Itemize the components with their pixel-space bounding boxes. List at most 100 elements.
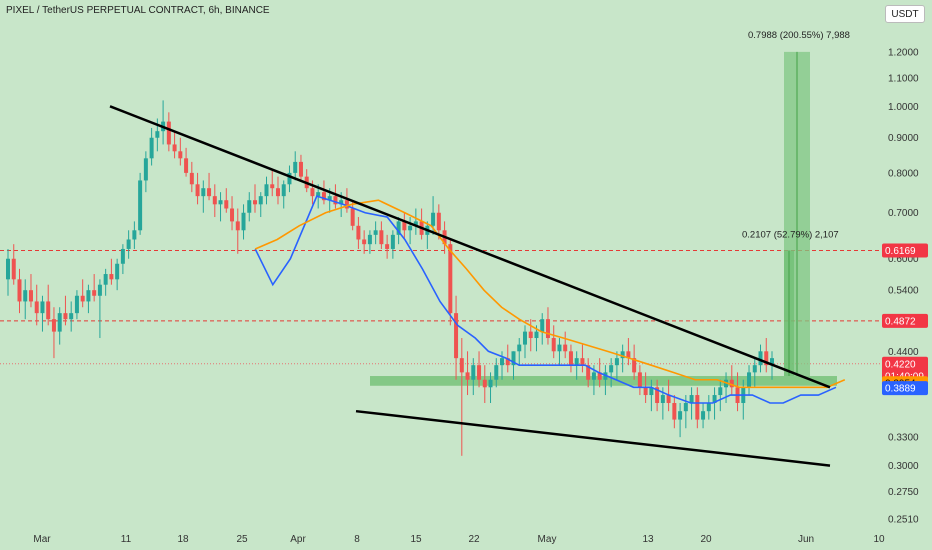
moving-average-layer [254, 195, 846, 404]
y-tick-label: 0.9000 [888, 133, 919, 144]
candle-body [614, 358, 619, 366]
candle-body [281, 184, 286, 197]
y-tick-label: 0.4400 [888, 347, 919, 358]
candle-body [695, 395, 700, 420]
target-label-1: 0.7988 (200.55%) 7,988 [748, 30, 850, 41]
candle-body [500, 358, 505, 366]
candle-body [494, 365, 499, 380]
candle-body [591, 372, 596, 380]
candle-body [431, 212, 436, 226]
candle-body [551, 338, 556, 352]
x-tick-label: Jun [798, 534, 814, 545]
candle-body [270, 184, 275, 189]
x-tick-label: 11 [121, 534, 132, 545]
x-tick-label: 18 [177, 534, 189, 545]
candle-body [563, 344, 568, 352]
candle-layer [6, 100, 774, 456]
candle-body [637, 372, 642, 388]
candle-body [528, 331, 533, 339]
x-tick-label: 20 [700, 534, 712, 545]
chart-title: PIXEL / TetherUS PERPETUAL CONTRACT, 6h,… [6, 5, 270, 16]
x-axis: Mar 11 18 25 Apr 8 15 22 May 13 20 Jun 10 [33, 534, 885, 545]
candle-body [115, 263, 120, 280]
candle-body [408, 225, 413, 231]
candle-body [212, 196, 217, 205]
candle-body [505, 358, 510, 366]
candle-body [316, 192, 321, 197]
candle-body [74, 295, 79, 314]
y-tick-label: 0.2750 [888, 487, 919, 498]
candle-body [224, 200, 229, 209]
candle-body [465, 372, 470, 380]
candle-body [379, 230, 384, 245]
candle-body [477, 365, 482, 380]
candle-body [701, 411, 706, 420]
candle-body [80, 295, 85, 302]
x-tick-label: 25 [236, 534, 248, 545]
y-tick-label: 0.5400 [888, 286, 919, 297]
candle-body [689, 395, 694, 404]
candle-body [609, 365, 614, 373]
candle-body [109, 274, 114, 280]
y-tick-label: 0.7000 [888, 208, 919, 219]
candle-body [34, 301, 39, 314]
candle-body [207, 188, 212, 197]
candle-body [672, 403, 677, 420]
candle-body [69, 313, 74, 320]
candle-body [373, 230, 378, 235]
y-tick-label: 0.3300 [888, 433, 919, 444]
candle-body [655, 387, 660, 404]
candle-body [103, 274, 108, 285]
candle-body [586, 365, 591, 380]
candle-body [367, 234, 372, 245]
candle-body [120, 248, 125, 264]
candle-body [350, 208, 355, 226]
candle-body [327, 196, 332, 201]
candle-body [298, 161, 303, 177]
currency-button[interactable]: USDT [885, 5, 925, 23]
price-badge-value: 0.6169 [885, 246, 916, 257]
x-tick-label: Apr [290, 534, 306, 545]
candle-body [620, 351, 625, 359]
price-badge-value: 0.4872 [885, 316, 916, 327]
price-badge [882, 243, 928, 258]
candle-body [6, 258, 10, 280]
candle-body [482, 379, 487, 388]
candle-body [138, 180, 143, 231]
candle-body [488, 379, 493, 388]
target-label-2: 0.2107 (52.79%) 2,107 [742, 229, 839, 240]
candle-body [362, 239, 367, 245]
candle-body [557, 344, 562, 352]
candle-body [17, 279, 22, 302]
candle-body [241, 212, 246, 231]
candle-body [46, 301, 51, 320]
candle-body [597, 372, 602, 380]
candle-body [235, 221, 240, 231]
candle-body [454, 313, 459, 359]
price-scale-background [880, 0, 932, 550]
candle-body [253, 200, 258, 205]
x-tick-label: 15 [410, 534, 422, 545]
y-tick-label: 1.0000 [888, 102, 919, 113]
candle-body [275, 188, 280, 197]
candle-body [28, 290, 33, 302]
candle-body [143, 158, 148, 181]
candle-body [402, 221, 407, 231]
candle-body [718, 387, 723, 396]
candle-body [534, 331, 539, 339]
wedge-upper-trendline [109, 105, 831, 389]
candle-body [574, 358, 579, 366]
candle-body [97, 284, 102, 296]
candle-body [752, 365, 757, 373]
candle-body [626, 351, 631, 359]
candle-body [195, 184, 200, 197]
candle-body [63, 313, 68, 320]
candle-body [339, 200, 344, 205]
candle-body [706, 403, 711, 412]
candle-body [683, 403, 688, 412]
candle-body [149, 137, 154, 159]
candle-body [545, 319, 550, 339]
candle-body [86, 290, 91, 302]
